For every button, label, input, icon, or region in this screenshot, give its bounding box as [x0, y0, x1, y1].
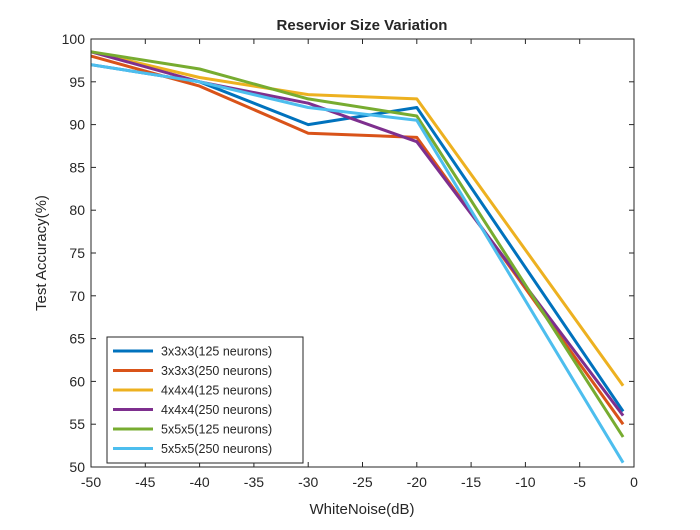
y-tick-label: 80 [69, 202, 85, 218]
legend-label: 3x3x3(250 neurons) [161, 364, 272, 378]
y-axis-label: Test Accuracy(%) [33, 195, 50, 311]
chart-title: Reservior Size Variation [277, 17, 448, 34]
x-tick-label: -20 [407, 474, 427, 490]
x-tick-label: -10 [515, 474, 535, 490]
x-tick-label: 0 [630, 474, 638, 490]
y-tick-label: 85 [69, 159, 85, 175]
series-line-6 [90, 63, 625, 464]
x-axis-ticks: -50 -45 -40 -35 -30 -25 -20 -15 -10 -5 0 [81, 39, 638, 490]
y-tick-label: 100 [62, 31, 86, 47]
y-tick-label: 65 [69, 331, 85, 347]
legend: 3x3x3(125 neurons) 3x3x3(250 neurons) 4x4x… [106, 336, 304, 464]
x-tick-label: -30 [298, 474, 318, 490]
series-line-5 [90, 50, 625, 438]
legend-label: 3x3x3(125 neurons) [161, 345, 272, 359]
x-tick-label: -40 [189, 474, 209, 490]
legend-label: 5x5x5(125 neurons) [161, 423, 272, 437]
series-lines [90, 50, 625, 464]
y-tick-label: 50 [69, 459, 85, 475]
x-axis-label: WhiteNoise(dB) [309, 501, 414, 518]
series-line-3 [90, 50, 625, 387]
x-tick-label: -15 [461, 474, 481, 490]
y-tick-label: 90 [69, 117, 85, 133]
x-tick-label: -35 [244, 474, 264, 490]
y-tick-label: 70 [69, 288, 85, 304]
y-axis-ticks: 50 55 60 65 70 75 80 85 90 95 100 [62, 31, 634, 475]
x-tick-label: -25 [352, 474, 372, 490]
y-tick-label: 60 [69, 373, 85, 389]
x-tick-label: -45 [135, 474, 155, 490]
legend-label: 4x4x4(125 neurons) [161, 384, 272, 398]
legend-label: 4x4x4(250 neurons) [161, 403, 272, 417]
x-tick-label: -5 [573, 474, 586, 490]
y-tick-label: 55 [69, 416, 85, 432]
x-tick-label: -50 [81, 474, 101, 490]
y-tick-label: 95 [69, 74, 85, 90]
legend-box [106, 336, 304, 464]
y-tick-label: 75 [69, 245, 85, 261]
legend-label: 5x5x5(250 neurons) [161, 442, 272, 456]
